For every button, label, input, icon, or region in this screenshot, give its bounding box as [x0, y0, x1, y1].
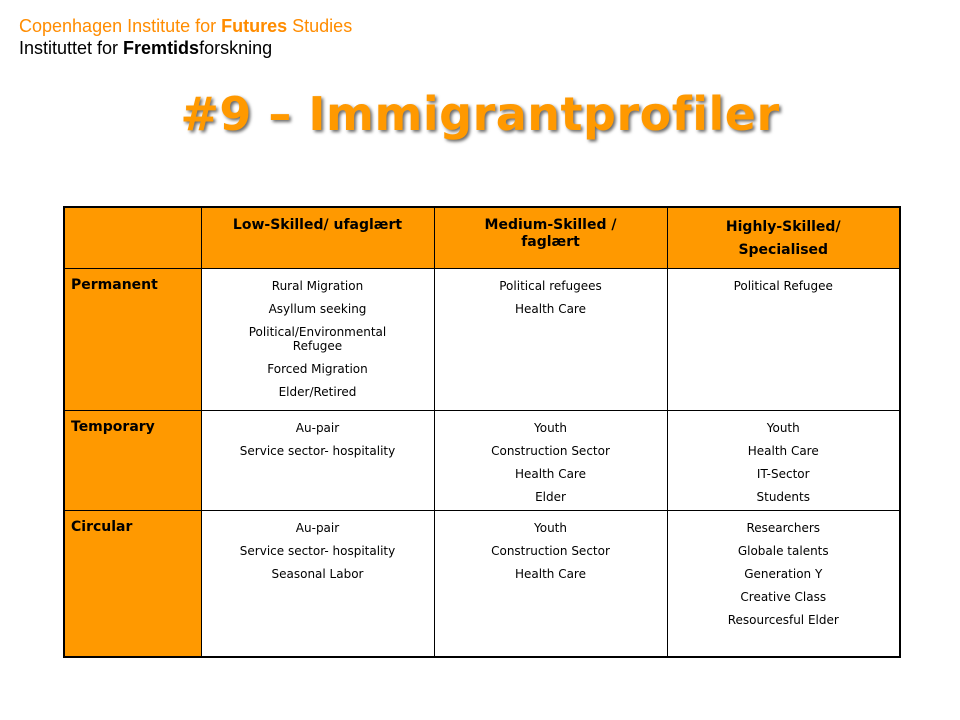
cell-item: Forced Migration — [267, 362, 368, 376]
institute-name-danish: Instituttet for Fremtidsforskning — [19, 38, 273, 58]
table-row-temporary: Temporary Au-pair Service sector- hospital… — [63, 410, 901, 511]
cell-item: Health Care — [514, 302, 586, 316]
cell-item: Elder/Retired — [278, 385, 357, 399]
cell-permanent-medium-skilled: Political refugees Health Care — [433, 268, 668, 411]
cell-item: Globale talents — [737, 544, 829, 558]
cell-item: Political/Environmental Refugee — [248, 325, 387, 353]
cell-circular-medium-skilled: Youth Construction Sector Health Care — [433, 510, 668, 657]
cell-item: Generation Y — [744, 567, 823, 581]
column-header-highly-skilled: Highly-Skilled/Specialised — [666, 206, 901, 269]
cell-circular-highly-skilled: Researchers Globale talents Generation Y Cr… — [666, 510, 901, 657]
cell-item: Service sector- hospitality — [239, 444, 396, 458]
cell-item: Construction Sector — [491, 544, 610, 558]
cell-item: Youth — [534, 521, 567, 535]
cell-item: Students — [756, 490, 811, 504]
cell-item: Political Refugee — [733, 279, 833, 293]
slide-title: #9 – Immigrantprofiler — [180, 87, 780, 141]
cell-item: Asyllum seeking — [268, 302, 367, 316]
cell-item: Political refugees — [499, 279, 602, 293]
column-header-low-skilled: Low-Skilled/ ufaglært — [200, 206, 435, 269]
cell-item: Youth — [766, 421, 800, 435]
cell-item: Researchers — [746, 521, 821, 535]
cell-item: Construction Sector — [491, 444, 610, 458]
cell-temporary-medium-skilled: Youth Construction Sector Health Care Elder — [433, 410, 668, 511]
cell-temporary-highly-skilled: Youth Health Care IT-Sector Students — [666, 410, 901, 511]
cell-circular-low-skilled: Au-pair Service sector- hospitality Season… — [200, 510, 435, 657]
row-label-circular: Circular — [63, 510, 202, 657]
institute-name-english: Copenhagen Institute for Futures Studies — [19, 16, 353, 36]
row-label-permanent: Permanent — [63, 268, 202, 411]
institute-header: Copenhagen Institute for Futures Studies… — [19, 15, 352, 59]
cell-permanent-low-skilled: Rural Migration Asyllum seeking Political/… — [200, 268, 435, 411]
cell-item: Rural Migration — [271, 279, 364, 293]
immigrant-profile-table: Low-Skilled/ ufaglært Medium-Skilled / fa… — [63, 206, 901, 658]
cell-item: Creative Class — [740, 590, 827, 604]
column-header-medium-skilled: Medium-Skilled / faglært — [433, 206, 668, 269]
cell-item: Health Care — [747, 444, 819, 458]
cell-item: IT-Sector — [756, 467, 810, 481]
table-corner-cell — [63, 206, 202, 269]
cell-item: Elder — [535, 490, 566, 504]
cell-item: Resourcesful Elder — [727, 613, 839, 627]
cell-item: Youth — [534, 421, 567, 435]
cell-item: Au-pair — [295, 421, 340, 435]
cell-item: Health Care — [514, 567, 586, 581]
table-row-permanent: Permanent Rural Migration Asyllum seeking P… — [63, 268, 901, 411]
row-label-temporary: Temporary — [63, 410, 202, 511]
table-header-row: Low-Skilled/ ufaglært Medium-Skilled / fa… — [63, 206, 901, 269]
cell-permanent-highly-skilled: Political Refugee — [666, 268, 901, 411]
cell-item: Health Care — [514, 467, 586, 481]
cell-item: Seasonal Labor — [271, 567, 364, 581]
cell-item: Au-pair — [295, 521, 340, 535]
table-row-circular: Circular Au-pair Service sector- hospitali… — [63, 510, 901, 657]
cell-temporary-low-skilled: Au-pair Service sector- hospitality — [200, 410, 435, 511]
cell-item: Service sector- hospitality — [239, 544, 396, 558]
